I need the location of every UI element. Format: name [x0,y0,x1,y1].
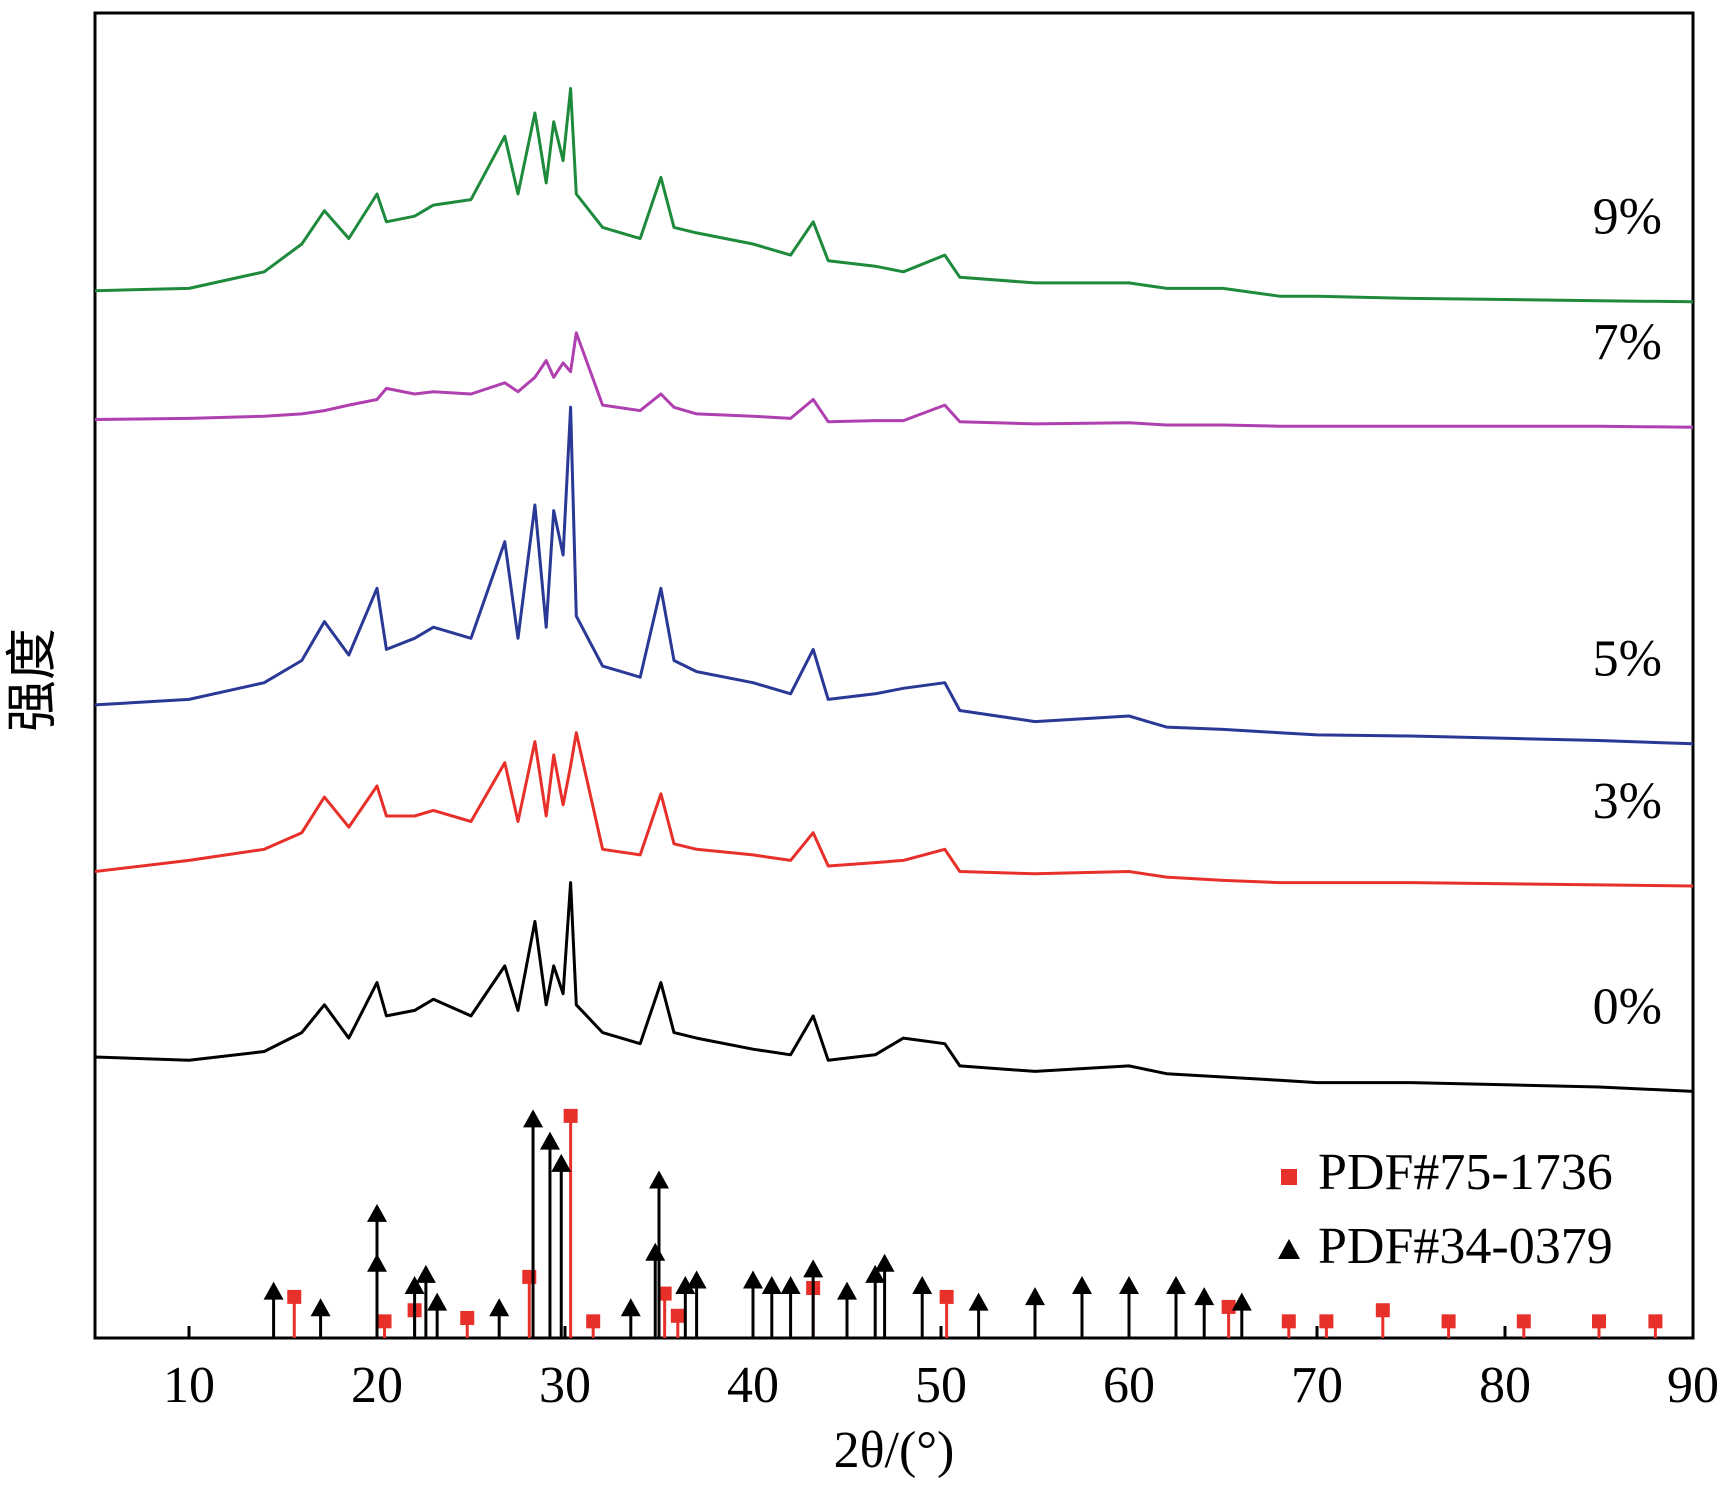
reference-marker [523,1109,544,1128]
reference-marker [1194,1287,1215,1306]
reference-marker [377,1314,392,1329]
reference-marker [1648,1314,1663,1329]
reference-marker [563,1108,578,1123]
reference-marker [1119,1276,1139,1295]
reference-marker [551,1153,572,1172]
series-label: 3% [1593,773,1662,830]
legend-label: PDF#75-1736 [1318,1144,1613,1201]
legend-marker [1278,1239,1300,1259]
x-tick-label: 60 [1103,1357,1155,1414]
reference-marker [263,1281,284,1300]
x-tick-label: 90 [1667,1357,1719,1414]
reference-marker [645,1242,666,1261]
reference-marker [686,1270,707,1289]
reference-marker [1319,1314,1334,1329]
reference-marker [586,1314,601,1329]
reference-marker [670,1308,685,1323]
reference-marker [1025,1287,1045,1306]
reference-marker [865,1264,886,1283]
reference-marker [427,1292,448,1311]
y-axis-label: 强度 [5,628,62,732]
reference-marker [367,1203,387,1222]
xrd-pattern [94,881,1694,1093]
reference-marker [287,1289,302,1304]
reference-marker [1375,1303,1390,1318]
reference-marker [1281,1314,1296,1329]
legend-label: PDF#34-0379 [1318,1218,1613,1275]
reference-marker [761,1276,782,1295]
x-tick-label: 40 [727,1357,779,1414]
reference-marker [460,1311,475,1326]
x-tick-label: 20 [351,1357,403,1414]
series-label: 5% [1593,631,1662,688]
reference-marker [367,1253,387,1272]
x-tick-label: 50 [915,1357,967,1414]
legend-marker [1281,1169,1297,1185]
reference-marker [874,1253,895,1272]
reference-marker [539,1131,560,1150]
reference-marker [404,1276,425,1295]
reference-marker [1231,1292,1252,1311]
x-tick-label: 30 [539,1357,591,1414]
x-tick-label: 70 [1291,1357,1343,1414]
reference-marker [1166,1276,1186,1295]
reference-marker [675,1276,696,1295]
xrd-pattern [94,731,1694,888]
reference-marker [1441,1314,1456,1329]
reference-marker [415,1264,436,1283]
series-label: 9% [1593,189,1662,246]
reference-marker [939,1289,954,1304]
xrd-pattern [94,405,1694,746]
reference-marker [1592,1314,1606,1329]
reference-marker [1221,1299,1236,1314]
plot-frame [93,11,1695,1340]
reference-marker [1072,1276,1092,1295]
xrd-pattern [94,87,1694,304]
series-label: 7% [1593,314,1662,371]
x-tick-label: 10 [163,1357,215,1414]
reference-marker [489,1298,510,1317]
reference-marker [657,1286,672,1301]
reference-marker [803,1259,824,1278]
xrd-pattern [94,331,1694,429]
x-tick-label: 80 [1479,1357,1531,1414]
reference-marker [1516,1314,1531,1329]
reference-marker [310,1298,331,1317]
x-axis-label: 2θ/(°) [834,1422,955,1479]
reference-marker [837,1281,857,1300]
series-label: 0% [1593,978,1662,1035]
reference-marker [743,1270,763,1289]
reference-marker [780,1276,801,1295]
reference-marker [968,1292,989,1311]
reference-marker [912,1276,933,1295]
reference-marker [649,1170,669,1189]
reference-marker [620,1298,641,1317]
